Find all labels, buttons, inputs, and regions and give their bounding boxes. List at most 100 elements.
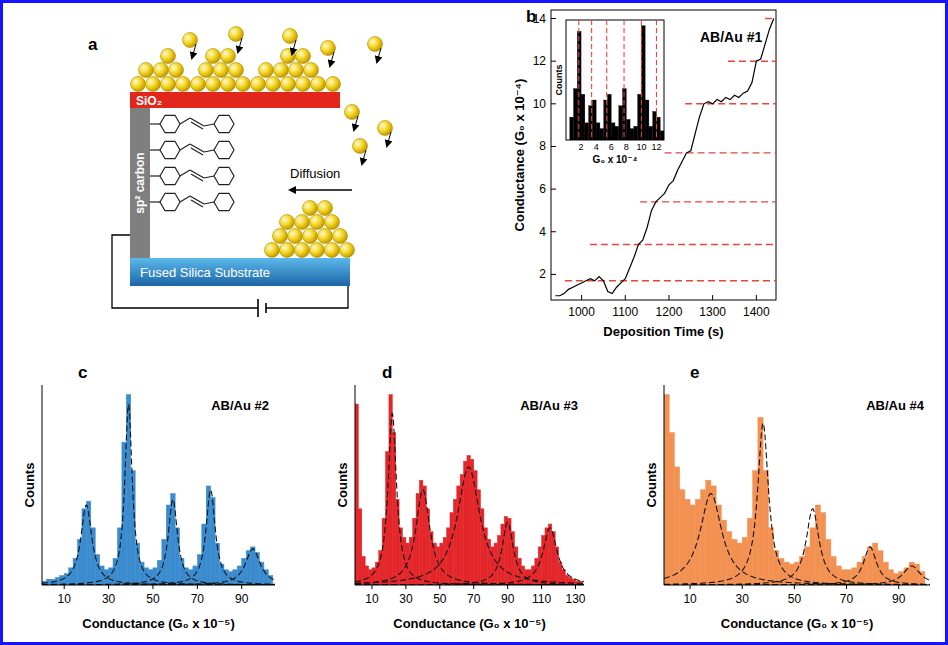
histogram-bar [878, 551, 883, 585]
gold-atom [325, 243, 340, 258]
gold-atom [274, 63, 289, 78]
histogram-bar [162, 539, 166, 585]
x-tick [64, 585, 65, 589]
x-tick-label: 1100 [612, 305, 638, 319]
inset-x-tick-label: 12 [651, 142, 661, 152]
bond [150, 149, 160, 150]
gold-atom [206, 49, 221, 64]
oxide-label: SiO₂ [136, 94, 162, 108]
figure: aSiO₂sp² carbonFused Silica SubstrateDif… [0, 0, 948, 645]
lorentzian-fit [664, 423, 930, 585]
histogram-bar [685, 499, 690, 585]
histogram-bar [184, 568, 188, 585]
inset-x-tick-label: 6 [609, 142, 614, 152]
histogram-bar [433, 543, 436, 585]
gold-atom [273, 229, 288, 244]
inset-bar [611, 123, 615, 140]
histogram-bar [753, 471, 758, 585]
histogram-bar [365, 566, 368, 585]
inset-level-line [641, 20, 642, 140]
x-axis-title: Conductance (G₀ x 10⁻⁵) [82, 616, 234, 631]
histogram-bar [538, 547, 541, 585]
x-axis [355, 585, 584, 586]
inset-bar [626, 119, 630, 140]
x-tick [197, 585, 198, 589]
chart-title: AB/Au #3 [520, 398, 578, 413]
histogram-bar [470, 459, 473, 585]
chart-title: AB/Au #4 [866, 398, 925, 413]
gold-atom [318, 229, 333, 244]
histogram-bar [711, 486, 716, 585]
y-axis [664, 385, 665, 585]
y-axis [42, 385, 43, 585]
falling-arrow [330, 52, 334, 66]
histogram-bar [888, 570, 893, 585]
inset-bar [592, 100, 596, 140]
histogram-bar [763, 471, 768, 585]
histogram-bar [690, 505, 695, 585]
x-tick [473, 585, 474, 589]
gold-atom [288, 229, 303, 244]
histogram-bar [810, 528, 815, 585]
x-tick-label: 90 [235, 592, 249, 606]
x-tick-label: 130 [566, 592, 586, 606]
inset-y-title: Counts [554, 65, 564, 96]
panel-a: aSiO₂sp² carbonFused Silica SubstrateDif… [88, 27, 393, 318]
histogram-bar [409, 537, 412, 585]
histogram-bar [721, 520, 726, 585]
bond [150, 175, 160, 176]
gold-atom [310, 215, 325, 230]
histogram-bar [392, 433, 395, 585]
x-tick-label: 1000 [568, 305, 595, 319]
lorentzian-fit [355, 528, 584, 585]
x-tick [241, 585, 242, 589]
battery-plate [265, 303, 267, 313]
gold-atom [333, 229, 348, 244]
histogram-bar [548, 524, 551, 585]
gold-atom [214, 63, 229, 78]
histogram-bar [847, 570, 852, 585]
x-tick [575, 585, 576, 589]
inset-x-tick-label: 2 [579, 142, 584, 152]
falling-arrow [192, 44, 196, 58]
lorentzian-fit [664, 509, 930, 585]
histogram-bar [358, 509, 361, 585]
inset-frame [566, 20, 664, 140]
diffusion-label: Diffusion [290, 166, 340, 181]
histogram-bar [464, 461, 467, 585]
inset-bar [645, 100, 649, 140]
gold-atom [280, 215, 295, 230]
inset-bar [600, 129, 604, 140]
histogram-bar [211, 497, 215, 585]
x-tick [690, 585, 691, 589]
histogram-bar [91, 528, 95, 585]
gold-atom [169, 63, 184, 78]
chart-title: AB/Au #2 [211, 398, 269, 413]
inset-bar [656, 117, 660, 140]
inset-x-tick-label: 10 [636, 142, 646, 152]
level-line [565, 280, 776, 281]
diffusion-arrow [290, 189, 352, 190]
inset-bar [653, 111, 657, 140]
inset-bar [619, 106, 623, 140]
inset-bar [566, 140, 570, 141]
inset-x-tick-label: 8 [624, 142, 629, 152]
gold-atom [154, 63, 169, 78]
histogram-bar [242, 558, 246, 585]
histogram-bar [100, 566, 104, 585]
lorentzian-fit [355, 522, 584, 585]
x-tick [898, 585, 899, 589]
gold-atom [289, 63, 304, 78]
histogram-bar [742, 537, 747, 585]
inset-bar [570, 117, 574, 140]
histogram-bar [669, 433, 674, 585]
panel-letter: a [88, 35, 98, 54]
histogram-bar [565, 575, 568, 585]
lorentzian-fit [355, 490, 584, 585]
gold-atom [251, 77, 266, 92]
x-tick-label: 30 [102, 592, 116, 606]
x-tick [371, 585, 372, 589]
gold-atom [310, 243, 325, 258]
histogram-bar [501, 524, 504, 585]
inset-bar [660, 131, 664, 140]
